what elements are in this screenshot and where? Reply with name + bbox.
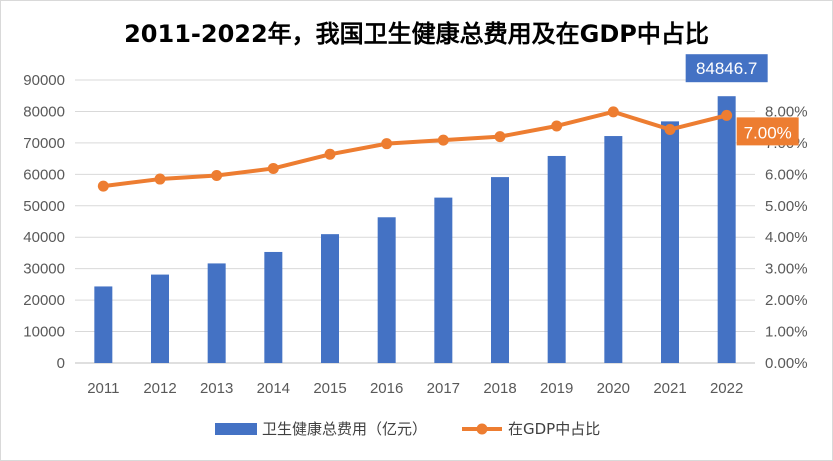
bar — [207, 263, 226, 363]
x-tick-label: 2011 — [87, 380, 119, 397]
x-tick-label: 2012 — [143, 380, 176, 397]
left-tick-label: 50000 — [23, 198, 65, 215]
left-tick-label: 80000 — [23, 103, 65, 120]
right-tick-label: 6.00% — [765, 166, 808, 183]
left-tick-label: 20000 — [23, 292, 65, 309]
gridlines — [75, 79, 755, 364]
right-tick-label: 2.00% — [765, 292, 808, 309]
right-tick-label: 4.00% — [765, 229, 808, 246]
right-tick-label: 0.00% — [765, 355, 808, 372]
bar — [434, 197, 453, 363]
chart-title: 2011-2022年，我国卫生健康总费用及在GDP中占比 — [124, 20, 709, 48]
x-tick-label: 2018 — [483, 380, 516, 397]
x-tick-label: 2017 — [427, 380, 460, 397]
bar — [491, 177, 509, 363]
left-tick-label: 70000 — [23, 135, 65, 152]
line-point — [324, 148, 336, 160]
legend-line-label: 在GDP中占比 — [508, 420, 600, 438]
right-tick-label: 5.00% — [765, 198, 808, 215]
bar — [547, 155, 566, 363]
legend-bar-label: 卫生健康总费用（亿元） — [262, 420, 427, 438]
bar-value-callout — [685, 54, 768, 83]
line-point — [211, 170, 223, 182]
bar-series — [94, 96, 736, 364]
legend-bar-swatch — [215, 423, 257, 435]
x-tick-label: 2022 — [710, 380, 743, 397]
data-callouts: 84846.7 7.00% — [685, 54, 799, 146]
legend-line-marker — [476, 423, 488, 435]
line-point — [437, 134, 449, 146]
x-tick-label: 2013 — [200, 380, 233, 397]
line-point — [154, 173, 166, 185]
x-tick-label: 2014 — [257, 380, 290, 397]
line-point — [381, 138, 393, 150]
x-axis-ticks: 2011 2012 2013 2014 2015 2016 2017 2018 2019 2020… — [87, 380, 743, 397]
left-tick-label: 40000 — [23, 229, 65, 246]
bar — [604, 136, 623, 363]
x-tick-label: 2015 — [313, 380, 346, 397]
legend: 卫生健康总费用（亿元） 在GDP中占比 — [215, 420, 600, 438]
line-point — [97, 180, 109, 192]
left-tick-label: 30000 — [23, 261, 65, 278]
bar — [661, 121, 679, 363]
left-tick-label: 0 — [57, 355, 65, 372]
line-point — [664, 124, 676, 136]
line-value-callout — [736, 117, 799, 146]
left-tick-label: 90000 — [23, 72, 65, 89]
bar — [151, 274, 169, 363]
x-tick-label: 2016 — [370, 380, 403, 397]
right-tick-label: 1.00% — [765, 324, 808, 341]
line-point — [607, 106, 619, 118]
left-axis-ticks: 0 10000 20000 30000 40000 50000 60000 70000 8000… — [23, 72, 65, 372]
bar-value-label: 84846.7 — [696, 59, 757, 78]
right-tick-label: 3.00% — [765, 261, 808, 278]
line-point — [721, 109, 733, 121]
x-tick-label: 2021 — [653, 380, 686, 397]
right-tick-label: 8.00% — [765, 103, 808, 120]
bar — [321, 234, 339, 363]
bar — [94, 286, 113, 363]
line-value-label: 7.00% — [744, 123, 792, 142]
x-tick-label: 2020 — [597, 380, 630, 397]
line-point — [494, 131, 506, 143]
left-tick-label: 60000 — [23, 166, 65, 183]
line-point — [551, 120, 563, 132]
line-path — [103, 109, 728, 189]
x-tick-label: 2019 — [540, 380, 573, 397]
left-tick-label: 10000 — [23, 324, 65, 341]
bar — [717, 96, 736, 364]
line-series — [97, 106, 733, 192]
bar — [377, 217, 396, 363]
bar — [264, 251, 283, 363]
line-point — [267, 162, 279, 174]
